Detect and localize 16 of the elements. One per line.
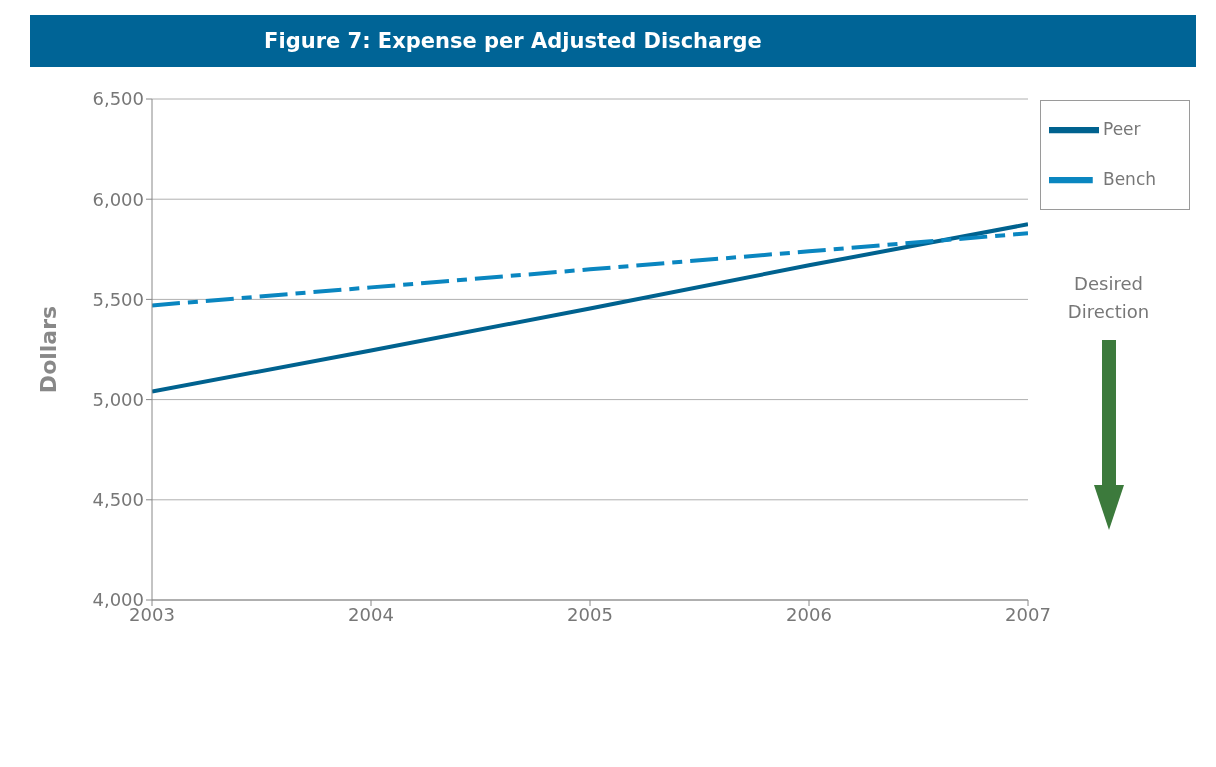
x-tick-label: 2006 (786, 603, 832, 625)
x-tick-label: 2007 (1005, 603, 1051, 625)
y-tick-label: 5,500 (92, 288, 144, 310)
x-tick-label: 2004 (348, 603, 394, 625)
line-series (152, 231, 1028, 308)
chart-title: Figure 7: Expense per Adjusted Discharge (30, 15, 1196, 67)
text: Desired Direction (1066, 272, 1151, 324)
legend-label: Bench (1103, 168, 1157, 189)
y-tick-label: 6,500 (92, 88, 144, 110)
y-tick-label: 4,500 (92, 489, 144, 511)
legend-label: Peer (1103, 118, 1141, 139)
y-axis-title: Dollars (35, 305, 61, 394)
x-tick-label: 2005 (567, 603, 613, 625)
y-tick-label: 5,000 (92, 388, 144, 410)
line-series (152, 222, 1028, 394)
y-tick-label: 6,000 (92, 188, 144, 210)
